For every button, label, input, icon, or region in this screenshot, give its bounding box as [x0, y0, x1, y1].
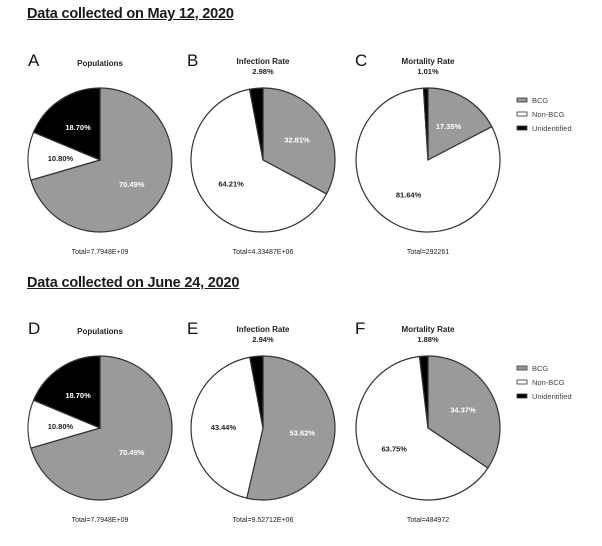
legend-label-bcg: BCG: [532, 96, 548, 105]
legend-label-bcg: BCG: [532, 364, 548, 373]
total-label: Total=9.52712E+06: [233, 517, 294, 524]
legend-label-unidentified: Unidentified: [532, 392, 572, 401]
pie-slice-unidentified: [422, 87, 429, 161]
slice-label-bcg: 34.37%: [450, 405, 476, 414]
slice-label-unidentified: 1.88%: [417, 335, 439, 344]
pie-slice-unidentified: [32, 87, 101, 161]
slice-label-non-bcg: 64.21%: [218, 179, 244, 188]
pie-slice-bcg: [262, 87, 336, 195]
slice-label-unidentified: 2.98%: [252, 67, 274, 76]
total-label: Total=4.33487E+06: [233, 249, 294, 256]
pie-title: Populations: [77, 327, 123, 336]
total-label: Total=7.7948E+09: [72, 517, 129, 524]
pie-slice-bcg: [427, 87, 493, 161]
slice-label-bcg: 70.49%: [119, 448, 145, 457]
legend-swatch-unidentified: [516, 125, 528, 131]
section-title-june: Data collected on June 24, 2020: [27, 275, 240, 291]
slice-label-bcg: 17.35%: [436, 122, 462, 131]
total-label: Total=7.7948E+09: [72, 249, 129, 256]
legend: BCG Non-BCG Unidentified: [516, 364, 572, 401]
slice-label-non-bcg: 43.44%: [211, 423, 237, 432]
slice-label-unidentified: 18.70%: [65, 123, 91, 132]
slice-label-unidentified: 18.70%: [65, 391, 91, 400]
legend-swatch-bcg: [516, 365, 528, 371]
pie-slice-non-bcg: [190, 356, 264, 499]
pie-slice-unidentified: [418, 355, 429, 429]
legend-swatch-non-bcg: [516, 379, 528, 385]
panel-letter: A: [28, 51, 40, 70]
slice-label-non-bcg: 81.64%: [396, 190, 422, 199]
pie-slice-non-bcg: [190, 88, 328, 233]
slice-label-bcg: 32.81%: [284, 136, 310, 145]
pie-title: Infection Rate: [237, 57, 290, 66]
pie-panel-c: C Mortality Rate 17.35% 81.64% 1.01% Total=29…: [355, 51, 572, 256]
pie-slice-unidentified: [32, 355, 101, 429]
slice-label-non-bcg: 10.80%: [48, 154, 74, 163]
pie-title: Infection Rate: [237, 325, 290, 334]
pie-panel-e: E Infection Rate 53.62% 43.44% 2.94% Total=9.…: [187, 319, 336, 524]
slice-label-unidentified: 1.01%: [417, 67, 439, 76]
slice-label-bcg: 70.49%: [119, 180, 145, 189]
pie-slice-unidentified: [248, 87, 264, 161]
slice-label-non-bcg: 63.75%: [382, 445, 408, 454]
pie-slice-bcg: [246, 355, 336, 501]
legend-swatch-unidentified: [516, 393, 528, 399]
total-label: Total=292261: [407, 249, 449, 256]
slice-label-bcg: 53.62%: [290, 428, 316, 437]
pie-slice-non-bcg: [355, 355, 489, 501]
pie-title: Mortality Rate: [402, 325, 455, 334]
pie-panel-a: A Populations 70.49% 10.80% 18.70% Total=7.79…: [27, 51, 173, 256]
panel-letter: C: [355, 51, 367, 70]
legend-label-unidentified: Unidentified: [532, 124, 572, 133]
panel-letter: F: [355, 319, 365, 338]
slice-label-unidentified: 2.94%: [252, 335, 274, 344]
section-title-may: Data collected on May 12, 2020: [27, 6, 234, 22]
legend-label-non-bcg: Non-BCG: [532, 110, 565, 119]
panel-letter: D: [28, 319, 40, 338]
pie-panel-b: B Infection Rate 32.81% 64.21% 2.98% Total=4.…: [187, 51, 336, 256]
legend: BCG Non-BCG Unidentified: [516, 96, 572, 133]
legend-swatch-bcg: [516, 97, 528, 103]
pie-slice-unidentified: [249, 355, 264, 429]
total-label: Total=484972: [407, 517, 449, 524]
pie-title: Populations: [77, 59, 123, 68]
slice-label-non-bcg: 10.80%: [48, 422, 74, 431]
pie-title: Mortality Rate: [402, 57, 455, 66]
legend-label-non-bcg: Non-BCG: [532, 378, 565, 387]
pie-slice-non-bcg: [355, 87, 501, 233]
pie-panel-d: D Populations 70.49% 10.80% 18.70% Total=7.79…: [27, 319, 173, 524]
panel-letter: E: [187, 319, 198, 338]
pie-panel-f: F Mortality Rate 34.37% 63.75% 1.88% Total=48…: [355, 319, 572, 524]
panel-letter: B: [187, 51, 198, 70]
legend-swatch-non-bcg: [516, 111, 528, 117]
